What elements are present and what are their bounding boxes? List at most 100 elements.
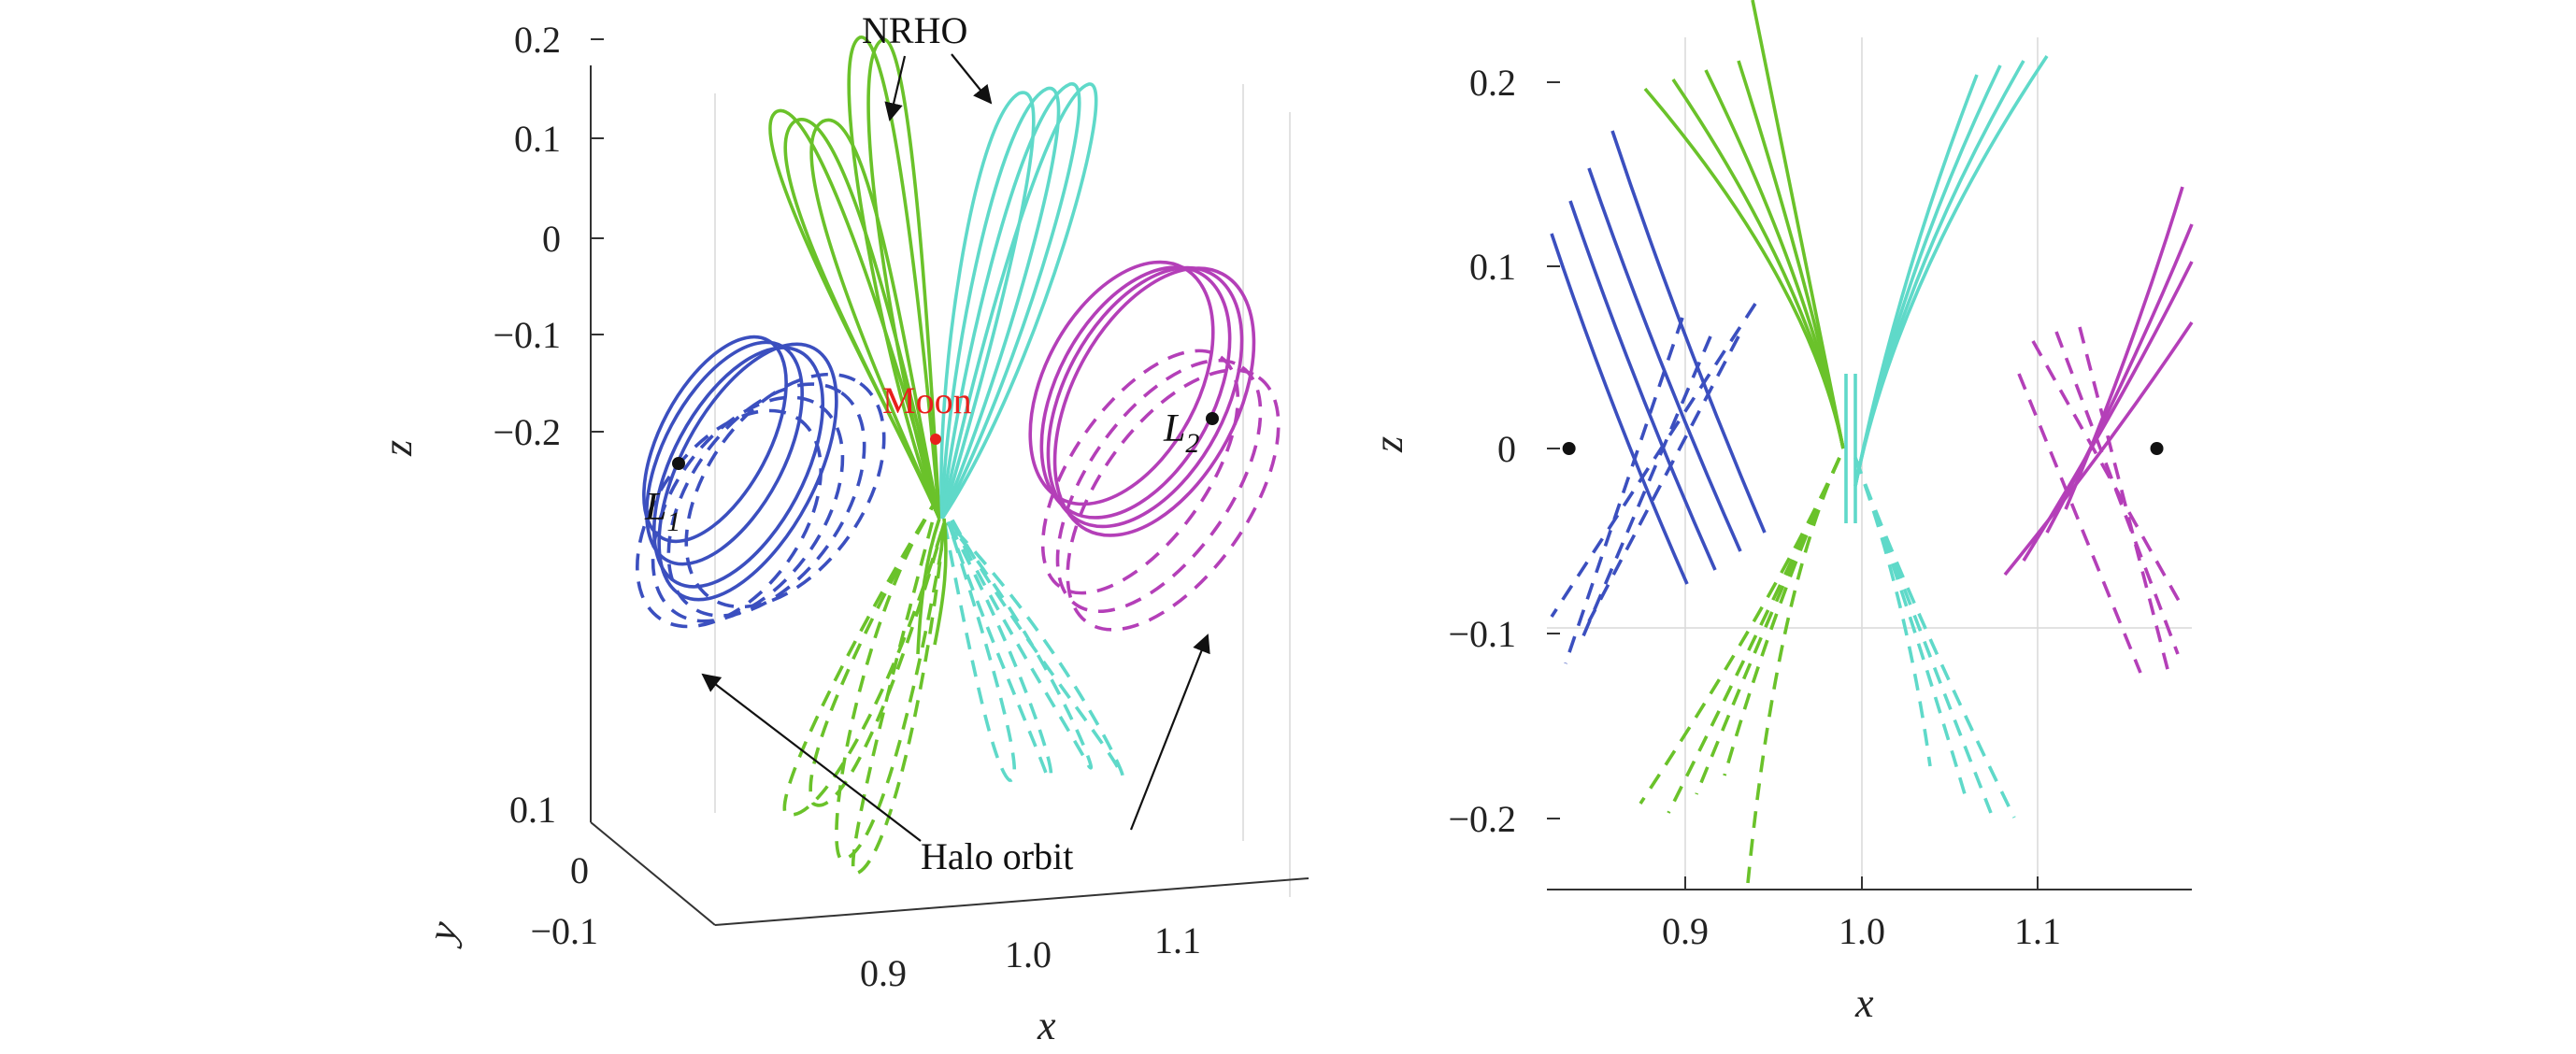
l2-xz-solid-branch (2003, 321, 2194, 577)
nrho-xz-south-dashed-branch (1639, 457, 1841, 805)
left-z-ticks: 0.2 0.1 0 −0.1 −0.2 (493, 19, 604, 453)
l1-label-sub: 1 (666, 506, 680, 537)
nrho-xz-north-dashed-branch (1853, 457, 1932, 767)
nrho-south-solid-lobe (866, 37, 941, 520)
l2-label: L2 (1163, 407, 1199, 459)
l2-halo-solid-orbit (1052, 266, 1256, 537)
left-y-ticks: 0.1 0 −0.1 (509, 789, 598, 952)
nrho-xz-south-solid-branch (1704, 69, 1845, 449)
l2-xz-point (2150, 442, 2164, 455)
l2-xz-dashed-branch (2017, 373, 2142, 674)
left-z-tick-label: 0.1 (514, 118, 561, 160)
right-z-axis-label: z (1366, 436, 1411, 453)
left-z-tick-label: 0 (542, 218, 561, 260)
right-z-tick-label: −0.1 (1448, 613, 1516, 655)
l1-halo-dashed-orbit (651, 395, 845, 623)
left-y-tick-label: 0 (570, 849, 589, 891)
nrho-xz-south-dashed-branch (1695, 457, 1841, 795)
nrho-xz-north-solid-branch (1853, 60, 2025, 487)
left-z-tick-label: −0.2 (493, 411, 561, 453)
right-orbits (1550, 0, 2194, 884)
left-z-tick-label: −0.1 (493, 314, 561, 356)
l2-xz-solid-branch (2022, 261, 2194, 562)
nrho-xz-south-solid-branch (1671, 78, 1845, 449)
left-y-tick-label: −0.1 (530, 910, 598, 952)
nrho-xz-north-dashed-branch (1853, 457, 2016, 819)
nrho-north-solid-lobe (940, 82, 1081, 520)
left-x-ticks: 0.9 1.0 1.1 (860, 919, 1201, 994)
l2-halo-dashed-orbit (1055, 358, 1263, 614)
nrho-xz-north-solid-branch (1853, 55, 2049, 487)
l2-halo-dashed-orbit (1066, 368, 1281, 632)
left-axes (590, 65, 1309, 926)
nrho-south-dashed-branch (782, 494, 946, 817)
l2-xz-dashed-branch (2054, 331, 2180, 655)
nrho-xz-south-dashed-branch (1746, 457, 1841, 884)
left-x-tick-label: 1.1 (1154, 919, 1201, 961)
right-z-ticks: 0.2 0.1 0 −0.1 −0.2 (1448, 62, 1560, 840)
nrho-annotation: NRHO (862, 9, 967, 51)
nrho-south-solid-tail (933, 518, 948, 646)
left-panel-3d: 0.2 0.1 0 −0.1 −0.2 0.1 0 −0.1 0.9 1.0 1.1 z y x… (375, 9, 1309, 1048)
right-x-tick-label: 1.1 (2014, 910, 2061, 952)
nrho-south-solid-lobe (847, 36, 941, 520)
nrho-xz-north-dashed-branch (1853, 457, 1969, 805)
right-x-axis-label: x (1854, 980, 1874, 1026)
nrho-north-solid-lobe (940, 82, 1098, 520)
nrho-arrow-right (951, 53, 993, 105)
nrho-south-solid-tail (916, 518, 941, 655)
nrho-xz-south-dashed-branch (1723, 457, 1841, 776)
left-x-axis-label: x (1037, 1003, 1056, 1048)
l1-xz-solid-branch (1550, 233, 1689, 585)
right-points (1562, 442, 2164, 455)
l1-halo-solid-orbit (642, 335, 788, 544)
l2-xz-dashed-branch (2031, 340, 2184, 608)
halo-arrow-right (1129, 634, 1210, 831)
l2-halo-solid-orbit (1046, 265, 1244, 529)
left-x-tick-label: 1.0 (1005, 933, 1052, 976)
left-y-axis-label: y (417, 917, 467, 950)
right-grid (1547, 37, 2192, 890)
left-z-tick-label: 0.2 (514, 19, 561, 61)
l1-xz-dashed-branch (1578, 335, 1712, 646)
nrho-xz-north-solid-branch (1853, 64, 2002, 487)
l2-xz-dashed-branch (2078, 326, 2170, 674)
nrho-xz-south-solid-branch (1751, 0, 1845, 449)
l1-halo-dashed-orbit (666, 382, 866, 618)
l1-xz-dashed-branch (1564, 317, 1684, 664)
l2-xz-solid-branch (2064, 186, 2184, 510)
nrho-south-solid-lobe (809, 118, 941, 520)
l1-halo-dashed-orbit (684, 372, 886, 609)
left-z-axis-label: z (375, 440, 421, 457)
nrho-arrow-left (884, 55, 907, 121)
l1-xz-dashed-branch (1587, 335, 1740, 622)
l2-label-sub: 2 (1185, 428, 1199, 459)
l2-point-marker (1206, 412, 1219, 425)
right-z-tick-label: −0.2 (1448, 798, 1516, 840)
l2-label-main: L (1163, 407, 1185, 450)
l2-halo-solid-orbit (1028, 260, 1215, 506)
right-z-tick-label: 0.2 (1469, 62, 1516, 104)
l1-halo-solid-orbit (657, 342, 838, 602)
l1-label: L1 (644, 486, 680, 537)
moon-marker (930, 434, 941, 445)
l1-halo-solid-orbit (651, 346, 825, 589)
right-x-tick-label: 1.0 (1839, 910, 1885, 952)
l2-halo-dashed-orbit (1040, 349, 1240, 595)
halo-annotation: Halo orbit (921, 835, 1073, 877)
l1-xz-solid-branch (1610, 130, 1767, 534)
right-panel-xz: 0.2 0.1 0 −0.1 −0.2 0.9 1.0 1.1 z x (1366, 0, 2194, 1026)
nrho-north-dashed-branch (937, 494, 1124, 778)
l1-point-marker (672, 457, 685, 470)
left-x-tick-label: 0.9 (860, 952, 907, 994)
nrho-north-solid-lobe (940, 86, 1061, 520)
l1-xz-solid-branch (1568, 200, 1717, 571)
left-orbits (636, 36, 1281, 876)
nrho-north-dashed-branch (937, 494, 1017, 782)
l1-label-main: L (644, 486, 666, 529)
right-x-tick-label: 0.9 (1662, 910, 1709, 952)
left-y-tick-label: 0.1 (509, 789, 556, 831)
l1-xz-dashed-branch (1550, 303, 1757, 618)
nrho-south-dashed-branch (809, 494, 946, 807)
